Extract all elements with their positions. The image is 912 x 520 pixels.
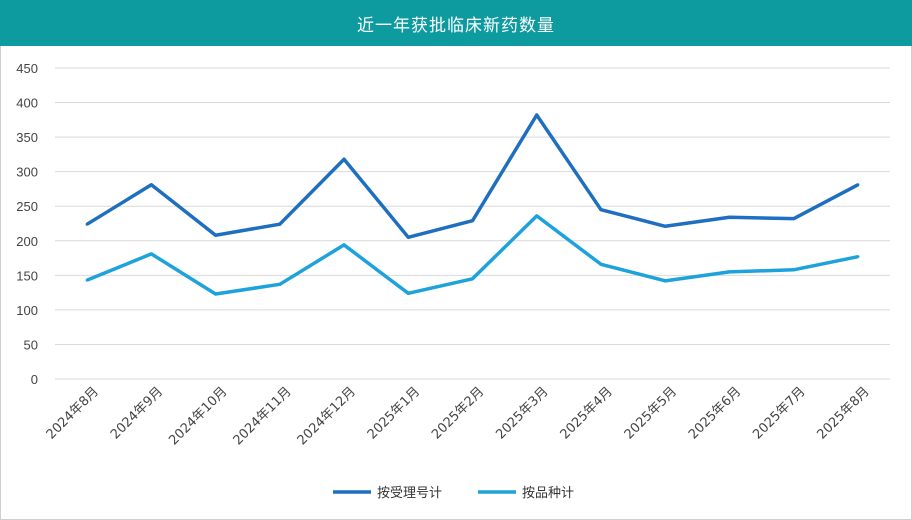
data-point bbox=[342, 243, 346, 247]
x-tick-label: 2025年7月 bbox=[750, 384, 808, 442]
x-tick-label: 2025年6月 bbox=[686, 384, 744, 442]
y-tick-label: 50 bbox=[24, 337, 38, 352]
y-tick-label: 350 bbox=[16, 130, 38, 145]
data-point bbox=[599, 262, 603, 266]
data-point bbox=[535, 214, 539, 218]
x-tick-label: 2024年8月 bbox=[44, 384, 102, 442]
data-point bbox=[214, 233, 218, 237]
y-tick-label: 200 bbox=[16, 234, 38, 249]
x-tick-label: 2025年2月 bbox=[429, 384, 487, 442]
x-tick-label: 2024年9月 bbox=[108, 384, 166, 442]
data-point bbox=[856, 255, 860, 259]
series-line-2 bbox=[86, 214, 859, 296]
data-point bbox=[856, 183, 860, 187]
y-tick-label: 0 bbox=[31, 372, 38, 387]
data-point bbox=[85, 278, 89, 282]
series-line-1 bbox=[86, 113, 859, 240]
x-tick-label: 2024年12月 bbox=[295, 384, 359, 448]
x-tick-label: 2025年4月 bbox=[558, 384, 616, 442]
x-tick-label: 2025年3月 bbox=[493, 384, 551, 442]
legend-label-2: 按品种计 bbox=[522, 486, 574, 501]
legend-label-1: 按受理号计 bbox=[377, 486, 442, 501]
data-point bbox=[149, 252, 153, 256]
x-tick-label: 2024年10月 bbox=[166, 384, 230, 448]
chart-title: 近一年获批临床新药数量 bbox=[0, 0, 912, 46]
data-point bbox=[85, 222, 89, 226]
data-point bbox=[214, 292, 218, 296]
data-point bbox=[599, 208, 603, 212]
data-point bbox=[471, 277, 474, 281]
data-point bbox=[663, 224, 667, 228]
y-tick-label: 150 bbox=[16, 268, 38, 283]
data-point bbox=[727, 270, 731, 274]
data-point bbox=[278, 222, 282, 226]
data-point bbox=[535, 113, 539, 117]
data-point bbox=[149, 183, 153, 187]
data-point bbox=[792, 268, 796, 272]
y-tick-label: 300 bbox=[16, 165, 38, 180]
data-point bbox=[278, 282, 282, 286]
y-tick-label: 400 bbox=[16, 96, 38, 111]
data-point bbox=[727, 215, 731, 219]
y-tick-label: 450 bbox=[16, 61, 38, 76]
y-tick-label: 100 bbox=[16, 303, 38, 318]
x-tick-label: 2024年11月 bbox=[231, 384, 295, 448]
data-point bbox=[792, 217, 796, 221]
y-tick-label: 250 bbox=[16, 199, 38, 214]
data-point bbox=[342, 157, 346, 161]
data-point bbox=[471, 219, 474, 223]
x-tick-label: 2025年1月 bbox=[365, 384, 423, 442]
x-tick-label: 2025年8月 bbox=[814, 384, 872, 442]
data-point bbox=[663, 279, 667, 283]
data-point bbox=[406, 291, 410, 295]
data-point bbox=[406, 235, 410, 239]
x-tick-label: 2025年5月 bbox=[622, 384, 680, 442]
